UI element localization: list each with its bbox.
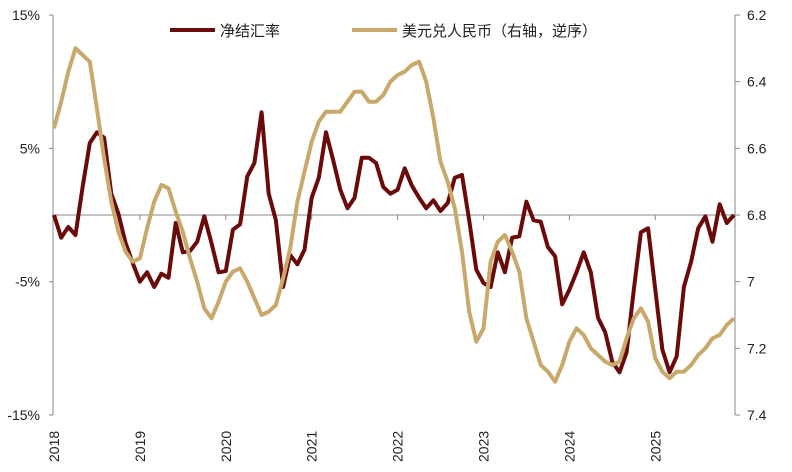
x-tick-label: 2020 (218, 431, 234, 462)
x-tick-label: 2018 (46, 431, 62, 462)
x-tick-label: 2021 (304, 431, 320, 462)
x-tick-label: 2023 (475, 431, 491, 462)
left-tick-label: -5% (15, 274, 40, 290)
right-tick-label: 6.2 (747, 7, 767, 23)
series-group (52, 46, 736, 384)
right-tick-label: 7.4 (747, 407, 767, 423)
left-tick-label: -15% (7, 407, 40, 423)
x-tick-label: 2024 (561, 431, 577, 462)
right-tick-label: 7 (747, 274, 755, 290)
legend-label-usdcny: 美元兑人民币（右轴，逆序） (402, 23, 597, 40)
legend-label-net-fx-rate: 净结汇率 (220, 23, 280, 40)
legend: 净结汇率 美元兑人民币（右轴，逆序） (170, 23, 597, 40)
series-line-usdcny (52, 46, 736, 384)
right-tick-label: 6.6 (747, 140, 767, 156)
right-tick-label: 7.2 (747, 340, 767, 356)
right-tick-label: 6.8 (747, 207, 767, 223)
left-tick-label: 5% (20, 140, 40, 156)
x-tick-label: 2019 (132, 431, 148, 462)
right-tick-label: 6.4 (747, 74, 767, 90)
series-line-net-fx-rate (52, 110, 736, 375)
left-tick-label: 15% (12, 7, 40, 23)
x-tick-label: 2025 (647, 431, 663, 462)
x-tick-label: 2022 (390, 431, 406, 462)
axes: 15% 5% -5% -15% 6.2 6.4 6.6 6.8 7 7.2 7.4 2018 2019 2… (7, 7, 766, 462)
